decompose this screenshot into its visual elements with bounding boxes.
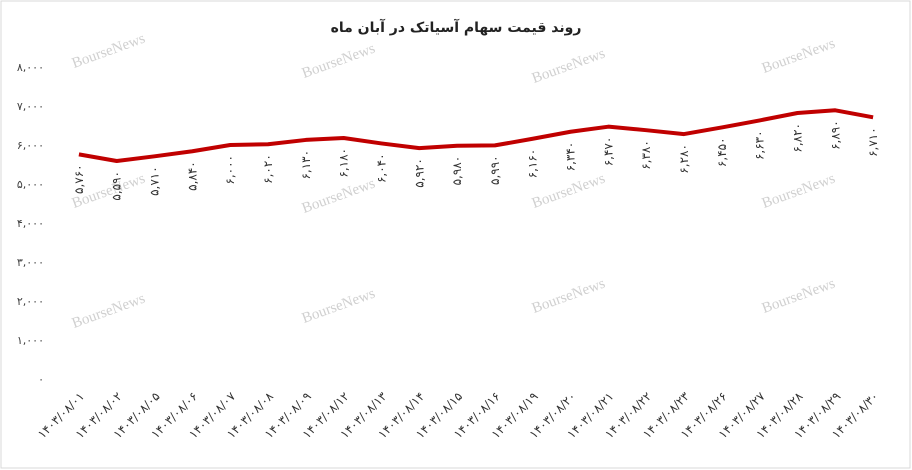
- data-label: ۶,۰۴۰: [374, 153, 388, 183]
- data-label: ۵,۹۸۰: [450, 156, 464, 186]
- price-line: [78, 108, 874, 163]
- data-label: ۵,۵۹۰: [110, 171, 124, 201]
- y-tick-label: ۲,۰۰۰: [17, 295, 44, 308]
- data-label: ۶,۳۸۰: [639, 140, 653, 170]
- y-tick-label: ۶,۰۰۰: [17, 139, 44, 152]
- y-tick-label: ۵,۰۰۰: [17, 178, 44, 191]
- y-tick-label: ۱,۰۰۰: [17, 334, 44, 347]
- data-label: ۵,۸۴۰: [185, 161, 199, 191]
- data-label: ۶,۴۵۰: [715, 137, 729, 167]
- y-tick-label: ۰: [38, 373, 44, 386]
- data-label: ۶,۲۸۰: [677, 144, 691, 174]
- data-label: ۶,۱۳۰: [299, 150, 313, 180]
- data-label: ۶,۳۴۰: [564, 142, 578, 172]
- y-tick-label: ۳,۰۰۰: [17, 256, 44, 269]
- data-label: ۵,۷۱۰: [148, 166, 162, 196]
- data-label: ۶,۱۶۰: [526, 149, 540, 179]
- chart-title: روند قیمت سهام آسیاتک در آبان ماه: [331, 18, 582, 36]
- data-label: ۶,۸۲۰: [790, 123, 804, 153]
- y-tick-label: ۴,۰۰۰: [17, 217, 44, 230]
- data-label: ۵,۷۶۰: [72, 164, 86, 194]
- data-label: ۶,۸۹۰: [828, 120, 842, 150]
- data-label: ۶,۷۱۰: [866, 127, 880, 157]
- data-label: ۶,۶۳۰: [753, 130, 767, 160]
- data-label: ۶,۱۸۰: [337, 148, 351, 178]
- data-label: ۶,۴۷۰: [601, 137, 615, 167]
- data-label: ۵,۹۹۰: [488, 155, 502, 185]
- data-label: ۵,۹۲۰: [412, 158, 426, 188]
- data-label: ۶,۰۲۰: [261, 154, 275, 184]
- y-tick-label: ۸,۰۰۰: [17, 61, 44, 74]
- data-label: ۶,۰۰۰: [223, 155, 237, 185]
- y-tick-label: ۷,۰۰۰: [17, 100, 44, 113]
